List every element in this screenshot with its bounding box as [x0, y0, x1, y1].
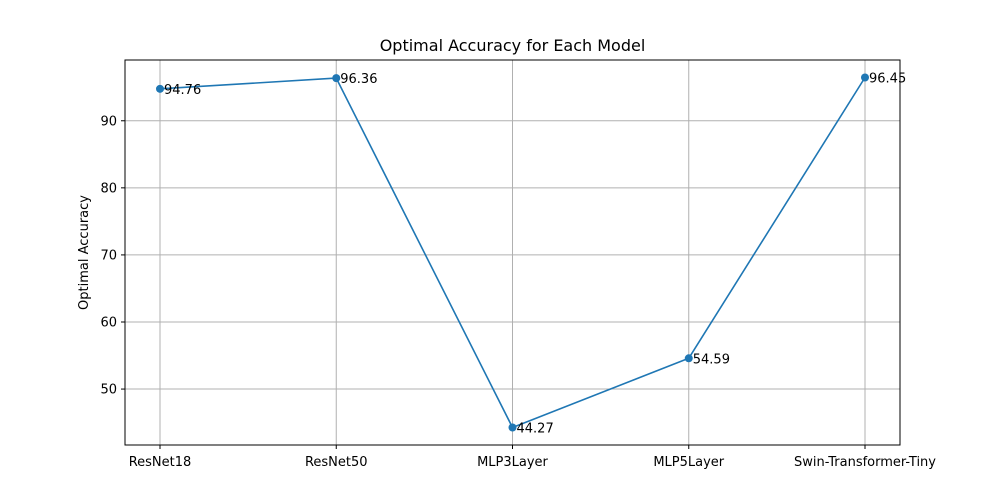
y-tick-label: 70 [100, 248, 117, 263]
data-label: 96.36 [340, 72, 377, 87]
data-point [861, 73, 869, 82]
x-tick-label: ResNet50 [305, 455, 368, 470]
y-tick-label: 60 [100, 315, 117, 330]
data-label: 94.76 [164, 83, 201, 98]
y-tick-label: 90 [100, 114, 117, 129]
chart-title: Optimal Accuracy for Each Model [380, 36, 646, 55]
data-label: 54.59 [693, 352, 730, 367]
y-axis-label: Optimal Accuracy [77, 195, 92, 310]
x-axis: ResNet18 ResNet50 MLP3Layer MLP5Layer Swin-T… [129, 445, 936, 470]
data-label: 96.45 [869, 72, 906, 87]
x-tick-label: MLP5Layer [653, 455, 724, 470]
y-tick-label: 80 [100, 181, 117, 196]
x-tick-label: MLP3Layer [477, 455, 548, 470]
data-point [684, 354, 693, 363]
y-tick-label: 50 [100, 383, 117, 398]
x-tick-label: ResNet18 [129, 455, 192, 470]
data-label: 44.27 [517, 421, 554, 436]
y-axis: 50 60 70 80 90 [100, 114, 125, 398]
data-point [332, 74, 341, 83]
data-point [508, 423, 517, 432]
grid [125, 60, 900, 445]
data-point [156, 84, 164, 93]
x-tick-label: Swin-Transformer-Tiny [794, 455, 936, 470]
data-labels: 94.76 96.36 44.27 54.59 96.45 [164, 72, 906, 437]
series [156, 73, 869, 432]
